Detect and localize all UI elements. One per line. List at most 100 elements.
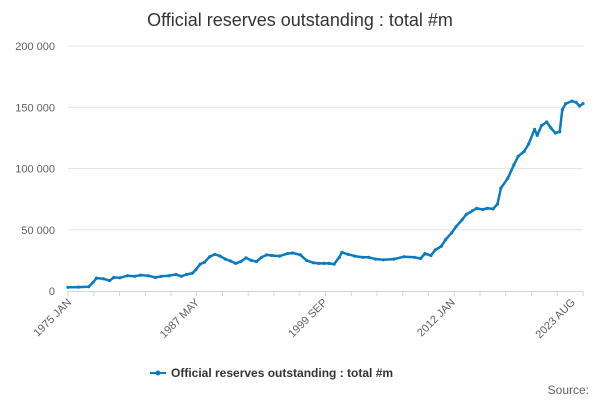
data-point[interactable] (317, 261, 321, 265)
data-point[interactable] (118, 276, 122, 280)
data-point[interactable] (254, 260, 258, 264)
data-point[interactable] (454, 225, 458, 229)
data-point[interactable] (234, 261, 238, 265)
data-point[interactable] (499, 186, 503, 190)
data-point[interactable] (228, 259, 232, 263)
data-point[interactable] (495, 202, 500, 206)
data-point[interactable] (174, 272, 178, 277)
data-point[interactable] (91, 280, 95, 284)
y-tick-label: 100 000 (15, 164, 55, 176)
data-point[interactable] (464, 212, 468, 216)
data-point[interactable] (311, 261, 315, 265)
data-point[interactable] (126, 274, 130, 278)
data-point[interactable] (535, 133, 539, 137)
y-tick-label: 50 000 (21, 225, 55, 237)
data-point[interactable] (512, 163, 516, 167)
data-point[interactable] (179, 274, 183, 278)
data-point[interactable] (278, 254, 282, 258)
data-point[interactable] (340, 250, 344, 254)
data-point[interactable] (218, 254, 222, 258)
data-point[interactable] (223, 257, 227, 261)
grid-lines (68, 45, 583, 231)
data-point[interactable] (132, 274, 137, 278)
data-point[interactable] (139, 273, 143, 277)
data-point[interactable] (198, 262, 202, 266)
data-point[interactable] (353, 254, 357, 258)
data-point[interactable] (412, 255, 417, 259)
data-point[interactable] (564, 102, 568, 106)
x-tick-label: 1999 SEP (286, 297, 330, 341)
data-point[interactable] (539, 124, 544, 128)
data-point[interactable] (66, 285, 70, 289)
data-point[interactable] (381, 258, 385, 262)
series-line[interactable] (67, 99, 584, 289)
data-point[interactable] (577, 104, 582, 108)
data-point[interactable] (450, 231, 454, 235)
data-point[interactable] (533, 127, 537, 131)
data-point[interactable] (291, 251, 295, 255)
data-point[interactable] (332, 262, 336, 266)
data-point[interactable] (190, 271, 194, 275)
data-point[interactable] (159, 274, 163, 278)
data-point[interactable] (485, 206, 489, 210)
data-point[interactable] (429, 253, 433, 258)
data-point[interactable] (460, 218, 464, 222)
data-point[interactable] (439, 244, 443, 248)
y-tick-label: 150 000 (15, 102, 55, 114)
data-point[interactable] (374, 257, 378, 261)
data-point[interactable] (298, 253, 302, 257)
data-point[interactable] (402, 255, 406, 259)
data-point[interactable] (558, 130, 562, 134)
data-point[interactable] (545, 120, 549, 124)
data-point[interactable] (419, 256, 423, 261)
data-point[interactable] (202, 260, 207, 264)
data-point[interactable] (244, 256, 248, 260)
data-point[interactable] (322, 261, 326, 265)
data-point[interactable] (570, 99, 574, 103)
data-point[interactable] (470, 209, 474, 213)
data-point[interactable] (337, 255, 341, 259)
data-point[interactable] (522, 149, 526, 153)
data-point[interactable] (167, 274, 171, 278)
data-point[interactable] (265, 253, 269, 257)
data-point[interactable] (87, 285, 91, 289)
data-point[interactable] (94, 276, 99, 280)
data-point[interactable] (491, 207, 495, 211)
data-point[interactable] (270, 253, 274, 258)
data-point[interactable] (560, 108, 564, 112)
data-point[interactable] (481, 207, 485, 212)
data-point[interactable] (574, 100, 578, 104)
x-tick-label: 1987 MAY (158, 296, 203, 341)
data-point[interactable] (194, 268, 198, 272)
data-point[interactable] (101, 277, 105, 281)
data-point[interactable] (444, 238, 448, 242)
data-point[interactable] (506, 176, 510, 180)
data-point[interactable] (76, 285, 80, 289)
data-point[interactable] (239, 260, 243, 264)
data-point[interactable] (367, 255, 371, 259)
data-point[interactable] (112, 275, 116, 280)
data-point[interactable] (249, 258, 253, 262)
data-point[interactable] (392, 257, 396, 261)
data-point[interactable] (361, 255, 365, 259)
data-point[interactable] (527, 142, 531, 146)
data-point[interactable] (327, 261, 331, 265)
data-point[interactable] (553, 131, 557, 135)
data-point[interactable] (423, 252, 427, 256)
data-point[interactable] (146, 274, 150, 278)
data-point[interactable] (433, 248, 437, 252)
data-point[interactable] (213, 252, 217, 256)
data-point[interactable] (475, 206, 479, 210)
data-point[interactable] (581, 102, 585, 106)
data-point[interactable] (208, 255, 212, 259)
data-point[interactable] (516, 154, 520, 158)
data-point[interactable] (549, 126, 553, 130)
data-point[interactable] (304, 258, 309, 262)
data-point[interactable] (346, 252, 350, 256)
legend[interactable]: Official reserves outstanding : total #m (150, 366, 393, 380)
data-point[interactable] (107, 279, 112, 283)
data-point[interactable] (260, 255, 264, 259)
data-point[interactable] (285, 252, 290, 256)
data-point[interactable] (153, 275, 157, 280)
data-point[interactable] (184, 272, 188, 277)
